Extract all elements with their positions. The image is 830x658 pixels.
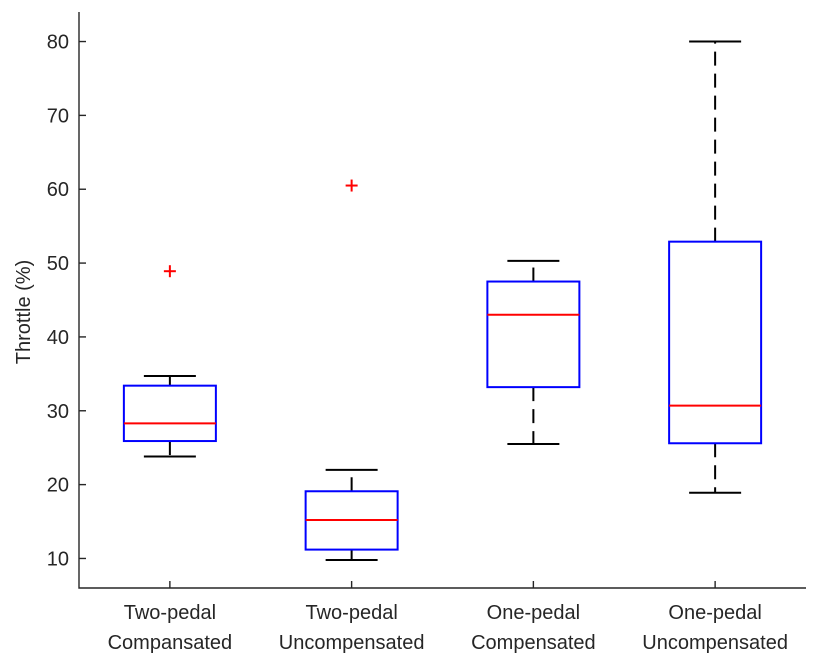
box-group bbox=[122, 265, 217, 458]
iqr-box bbox=[668, 240, 763, 445]
y-tick-label: 60 bbox=[47, 179, 69, 201]
x-tick-label: Compansated bbox=[108, 632, 233, 654]
box-series bbox=[122, 40, 763, 561]
y-tick-label: 80 bbox=[47, 32, 69, 54]
x-axis-ticks: Two-pedal Compansated Two-pedal Uncompensat… bbox=[108, 581, 788, 654]
x-tick-label: Two-pedal bbox=[305, 602, 397, 624]
y-axis-ticks: 10 20 30 40 50 60 70 80 bbox=[47, 32, 86, 570]
y-tick-label: 70 bbox=[47, 105, 69, 127]
x-tick-label: Uncompensated bbox=[642, 632, 788, 654]
y-tick-label: 10 bbox=[47, 548, 69, 570]
iqr-box bbox=[122, 384, 217, 443]
box-group bbox=[668, 40, 763, 494]
y-tick-label: 50 bbox=[47, 253, 69, 275]
box-group bbox=[486, 259, 581, 445]
x-tick-label: Two-pedal bbox=[124, 602, 216, 624]
outlier-marker bbox=[345, 179, 358, 192]
box-group bbox=[304, 179, 399, 561]
y-tick-label: 40 bbox=[47, 327, 69, 349]
x-tick-label: Uncompensated bbox=[279, 632, 425, 654]
x-tick-label: Compensated bbox=[471, 632, 596, 654]
x-tick-label: One-pedal bbox=[668, 602, 761, 624]
y-axis-label: Throttle (%) bbox=[13, 260, 35, 364]
y-tick-label: 20 bbox=[47, 475, 69, 497]
outlier-marker bbox=[163, 265, 176, 278]
iqr-box bbox=[486, 280, 581, 389]
x-tick-label: One-pedal bbox=[487, 602, 580, 624]
y-tick-label: 30 bbox=[47, 401, 69, 423]
axis-frame bbox=[78, 12, 806, 589]
plot-axes bbox=[78, 12, 806, 589]
